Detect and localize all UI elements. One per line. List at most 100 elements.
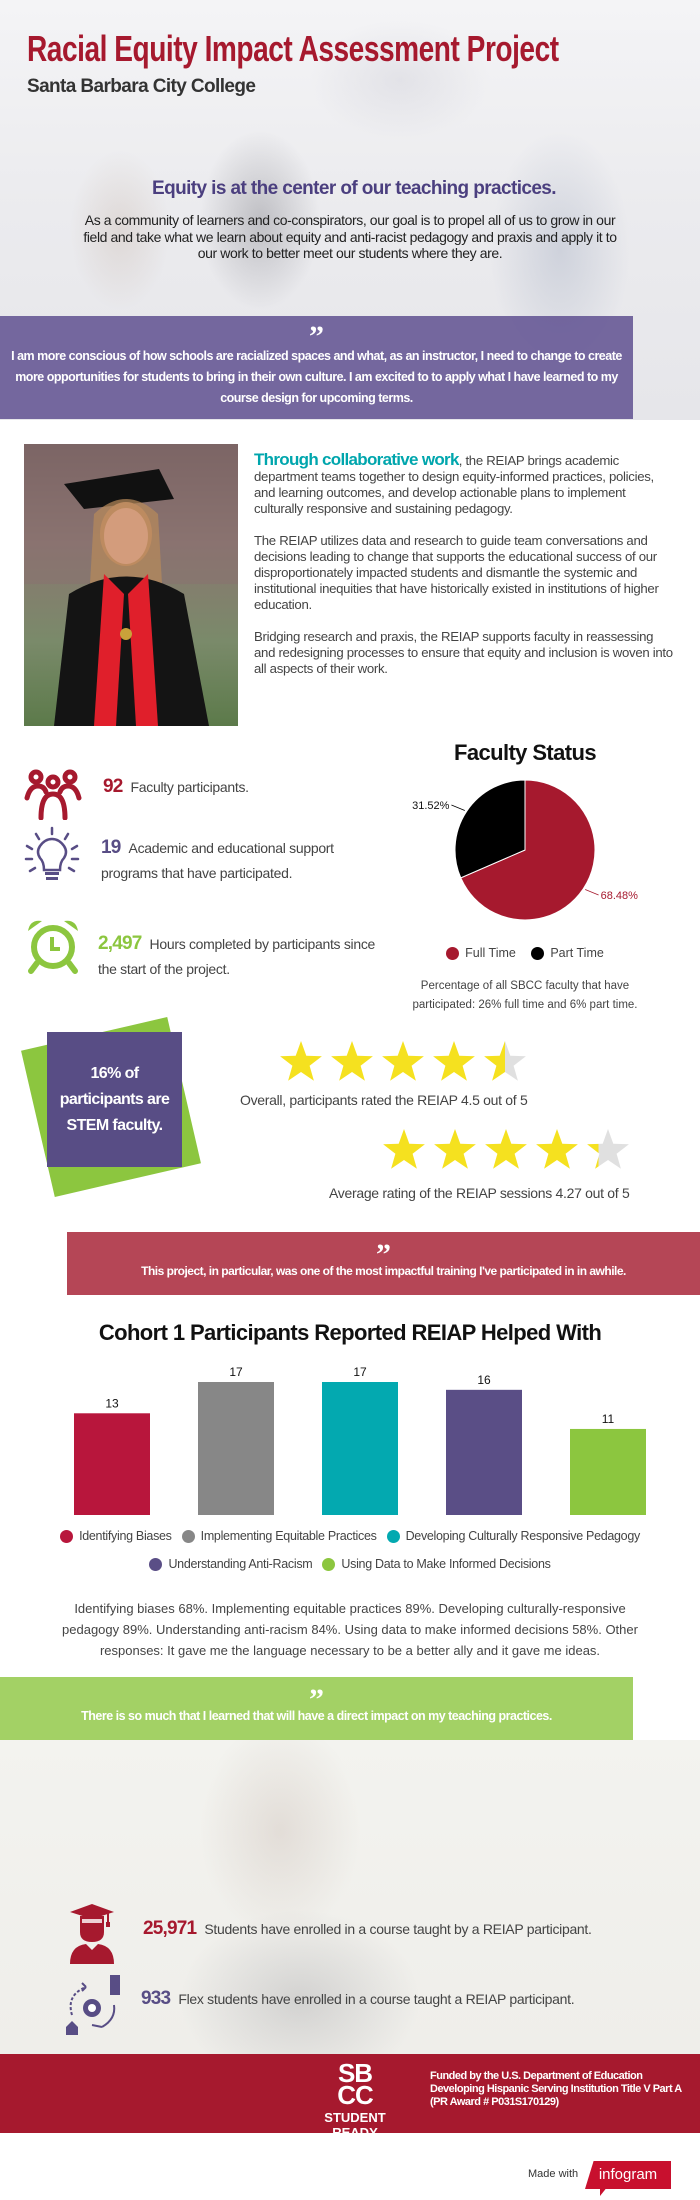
page-title: Racial Equity Impact Assessment Project <box>27 28 559 69</box>
graduate-icon <box>68 1904 116 1969</box>
legend-label: Identifying Biases <box>79 1529 172 1543</box>
pie-label-leader <box>585 889 599 896</box>
legend-dot <box>149 1558 163 1572</box>
flex-learning-icon <box>64 1975 124 2040</box>
bar-chart-legend: Identifying Biases Implementing Equitable… <box>5 1522 695 1578</box>
logo-text-top: SB <box>337 2058 373 2088</box>
star-icon <box>383 1129 425 1169</box>
legend-label: Developing Culturally Responsive Pedagog… <box>405 1529 641 1543</box>
pie-chart-title: Faculty Status <box>454 740 597 765</box>
legend-dot <box>322 1558 336 1572</box>
stat-label: Hours completed by participants since th… <box>98 936 376 977</box>
made-with-label: Made with <box>528 2168 579 2180</box>
legend-dot <box>446 947 460 961</box>
quote-text: There is so much that I learned that wil… <box>81 1709 552 1723</box>
alarm-clock-icon <box>24 917 82 980</box>
bar[interactable] <box>198 1382 274 1515</box>
stat-flex-students: 933 Flex students have enrolled in a cour… <box>141 1988 681 2010</box>
legend-row: Identifying Biases Implementing Equitable… <box>5 1522 695 1550</box>
about-paragraph-1: , the REIAP brings academic department t… <box>254 453 654 516</box>
legend-dot <box>386 1530 400 1544</box>
stat-students-enrolled: 25,971 Students have enrolled in a course… <box>143 1918 683 1940</box>
graduate-photo <box>24 444 238 726</box>
star-icon <box>485 1129 527 1169</box>
stars-svg <box>383 1129 629 1169</box>
star-icon <box>280 1041 322 1081</box>
stat-value: 92 <box>103 776 123 797</box>
rating-text-sessions: Average rating of the REIAP sessions 4.2… <box>329 1185 630 1201</box>
pie-slice-0[interactable] <box>460 779 596 921</box>
bar-value-label: 16 <box>477 1373 491 1387</box>
chart-summary: Identifying biases 68%. Implementing equ… <box>62 1601 638 1658</box>
pie-caption: Percentage of all SBCC faculty that have… <box>412 980 638 1011</box>
rating-stars-overall <box>280 1040 530 1091</box>
infogram-link[interactable]: infogram <box>585 2161 671 2189</box>
pie-legend: Full Time Part Time <box>400 946 650 961</box>
legend-dot <box>531 947 545 961</box>
quote-icon: ” <box>376 1238 391 1271</box>
logo-text-bottom: CC <box>337 2080 374 2110</box>
intro-heading: Equity is at the center of our teaching … <box>152 178 557 199</box>
stat-faculty-participants: 92 Faculty participants. <box>103 776 363 798</box>
star-icon <box>484 1041 526 1081</box>
bar[interactable] <box>446 1389 522 1515</box>
star-icon <box>434 1129 476 1169</box>
legend-dot <box>60 1530 74 1544</box>
bar-value-label: 17 <box>353 1365 367 1379</box>
about-text: Through collaborative work, the REIAP br… <box>254 450 674 693</box>
stat-label: Students have enrolled in a course taugh… <box>204 1921 592 1937</box>
legend-dot <box>181 1530 195 1544</box>
legend-item[interactable]: Developing Culturally Responsive Pedagog… <box>386 1529 641 1544</box>
legend-label: Implementing Equitable Practices <box>200 1529 377 1543</box>
bar[interactable] <box>570 1428 646 1515</box>
quote-text: I am more conscious of how schools are r… <box>11 349 622 405</box>
logo-tagline: STUDENT READY <box>324 2110 386 2140</box>
stem-callout: 16% of participants are STEM faculty. <box>47 1032 182 1167</box>
sbcc-logo: SB CC STUDENT READY <box>300 2058 410 2140</box>
legend-item[interactable]: Implementing Equitable Practices <box>181 1529 377 1544</box>
pie-label-leader <box>451 804 465 811</box>
legend-row: Understanding Anti-Racism Using Data to M… <box>5 1550 695 1578</box>
quote-icon: ” <box>309 320 324 353</box>
about-paragraph-2: The REIAP utilizes data and research to … <box>254 533 659 612</box>
star-icon <box>536 1129 578 1169</box>
legend-item[interactable]: Identifying Biases <box>60 1529 172 1544</box>
star-icon <box>331 1041 373 1081</box>
legend-label: Using Data to Make Informed Decisions <box>341 1557 551 1571</box>
graduate-photo-illustration <box>24 444 238 726</box>
bar-value-label: 13 <box>105 1396 119 1410</box>
rating-text-overall: Overall, participants rated the REIAP 4.… <box>240 1092 528 1108</box>
stat-value: 19 <box>101 837 121 858</box>
legend-label: Part Time <box>550 946 604 960</box>
star-icon <box>382 1041 424 1081</box>
quote-banner-2: ” This project, in particular, was one o… <box>67 1232 700 1295</box>
bar-value-label: 17 <box>229 1365 243 1379</box>
quote-text: This project, in particular, was one of … <box>141 1264 626 1278</box>
legend-item-full-time[interactable]: Full Time <box>446 946 516 961</box>
rating-stars-sessions <box>383 1128 633 1179</box>
infogram-badge-tail <box>600 2186 608 2196</box>
legend-item[interactable]: Understanding Anti-Racism <box>149 1557 313 1572</box>
about-paragraph-3: Bridging research and praxis, the REIAP … <box>254 629 673 676</box>
funding-line: Developing Hispanic Serving Institution … <box>430 2083 682 2095</box>
legend-item-part-time[interactable]: Part Time <box>531 946 604 961</box>
stat-label: Academic and educational support program… <box>101 840 334 881</box>
legend-item[interactable]: Using Data to Make Informed Decisions <box>322 1557 551 1572</box>
intro-body: As a community of learners and co-conspi… <box>83 212 617 261</box>
legend-label: Full Time <box>465 946 516 960</box>
bar[interactable] <box>74 1413 150 1515</box>
stat-programs: 19 Academic and educational support progr… <box>101 836 381 886</box>
stat-value: 2,497 <box>98 933 142 954</box>
funding-statement: Funded by the U.S. Department of Educati… <box>430 2070 695 2109</box>
pie-data-label: 68.48% <box>601 890 639 902</box>
stem-text: 16% of participants are STEM faculty. <box>59 1064 170 1134</box>
cohort-bar-chart: 13 17 17 16 11 <box>74 1365 646 1515</box>
bar[interactable] <box>322 1382 398 1515</box>
pie-data-label: 31.52% <box>412 800 450 812</box>
about-lead: Through collaborative work <box>254 450 459 469</box>
people-group-icon <box>24 768 82 825</box>
pie-slice-1[interactable] <box>454 779 526 879</box>
stat-label: Faculty participants. <box>130 779 250 795</box>
stat-hours: 2,497 Hours completed by participants sin… <box>98 932 388 982</box>
stat-value: 933 <box>141 1988 171 2009</box>
